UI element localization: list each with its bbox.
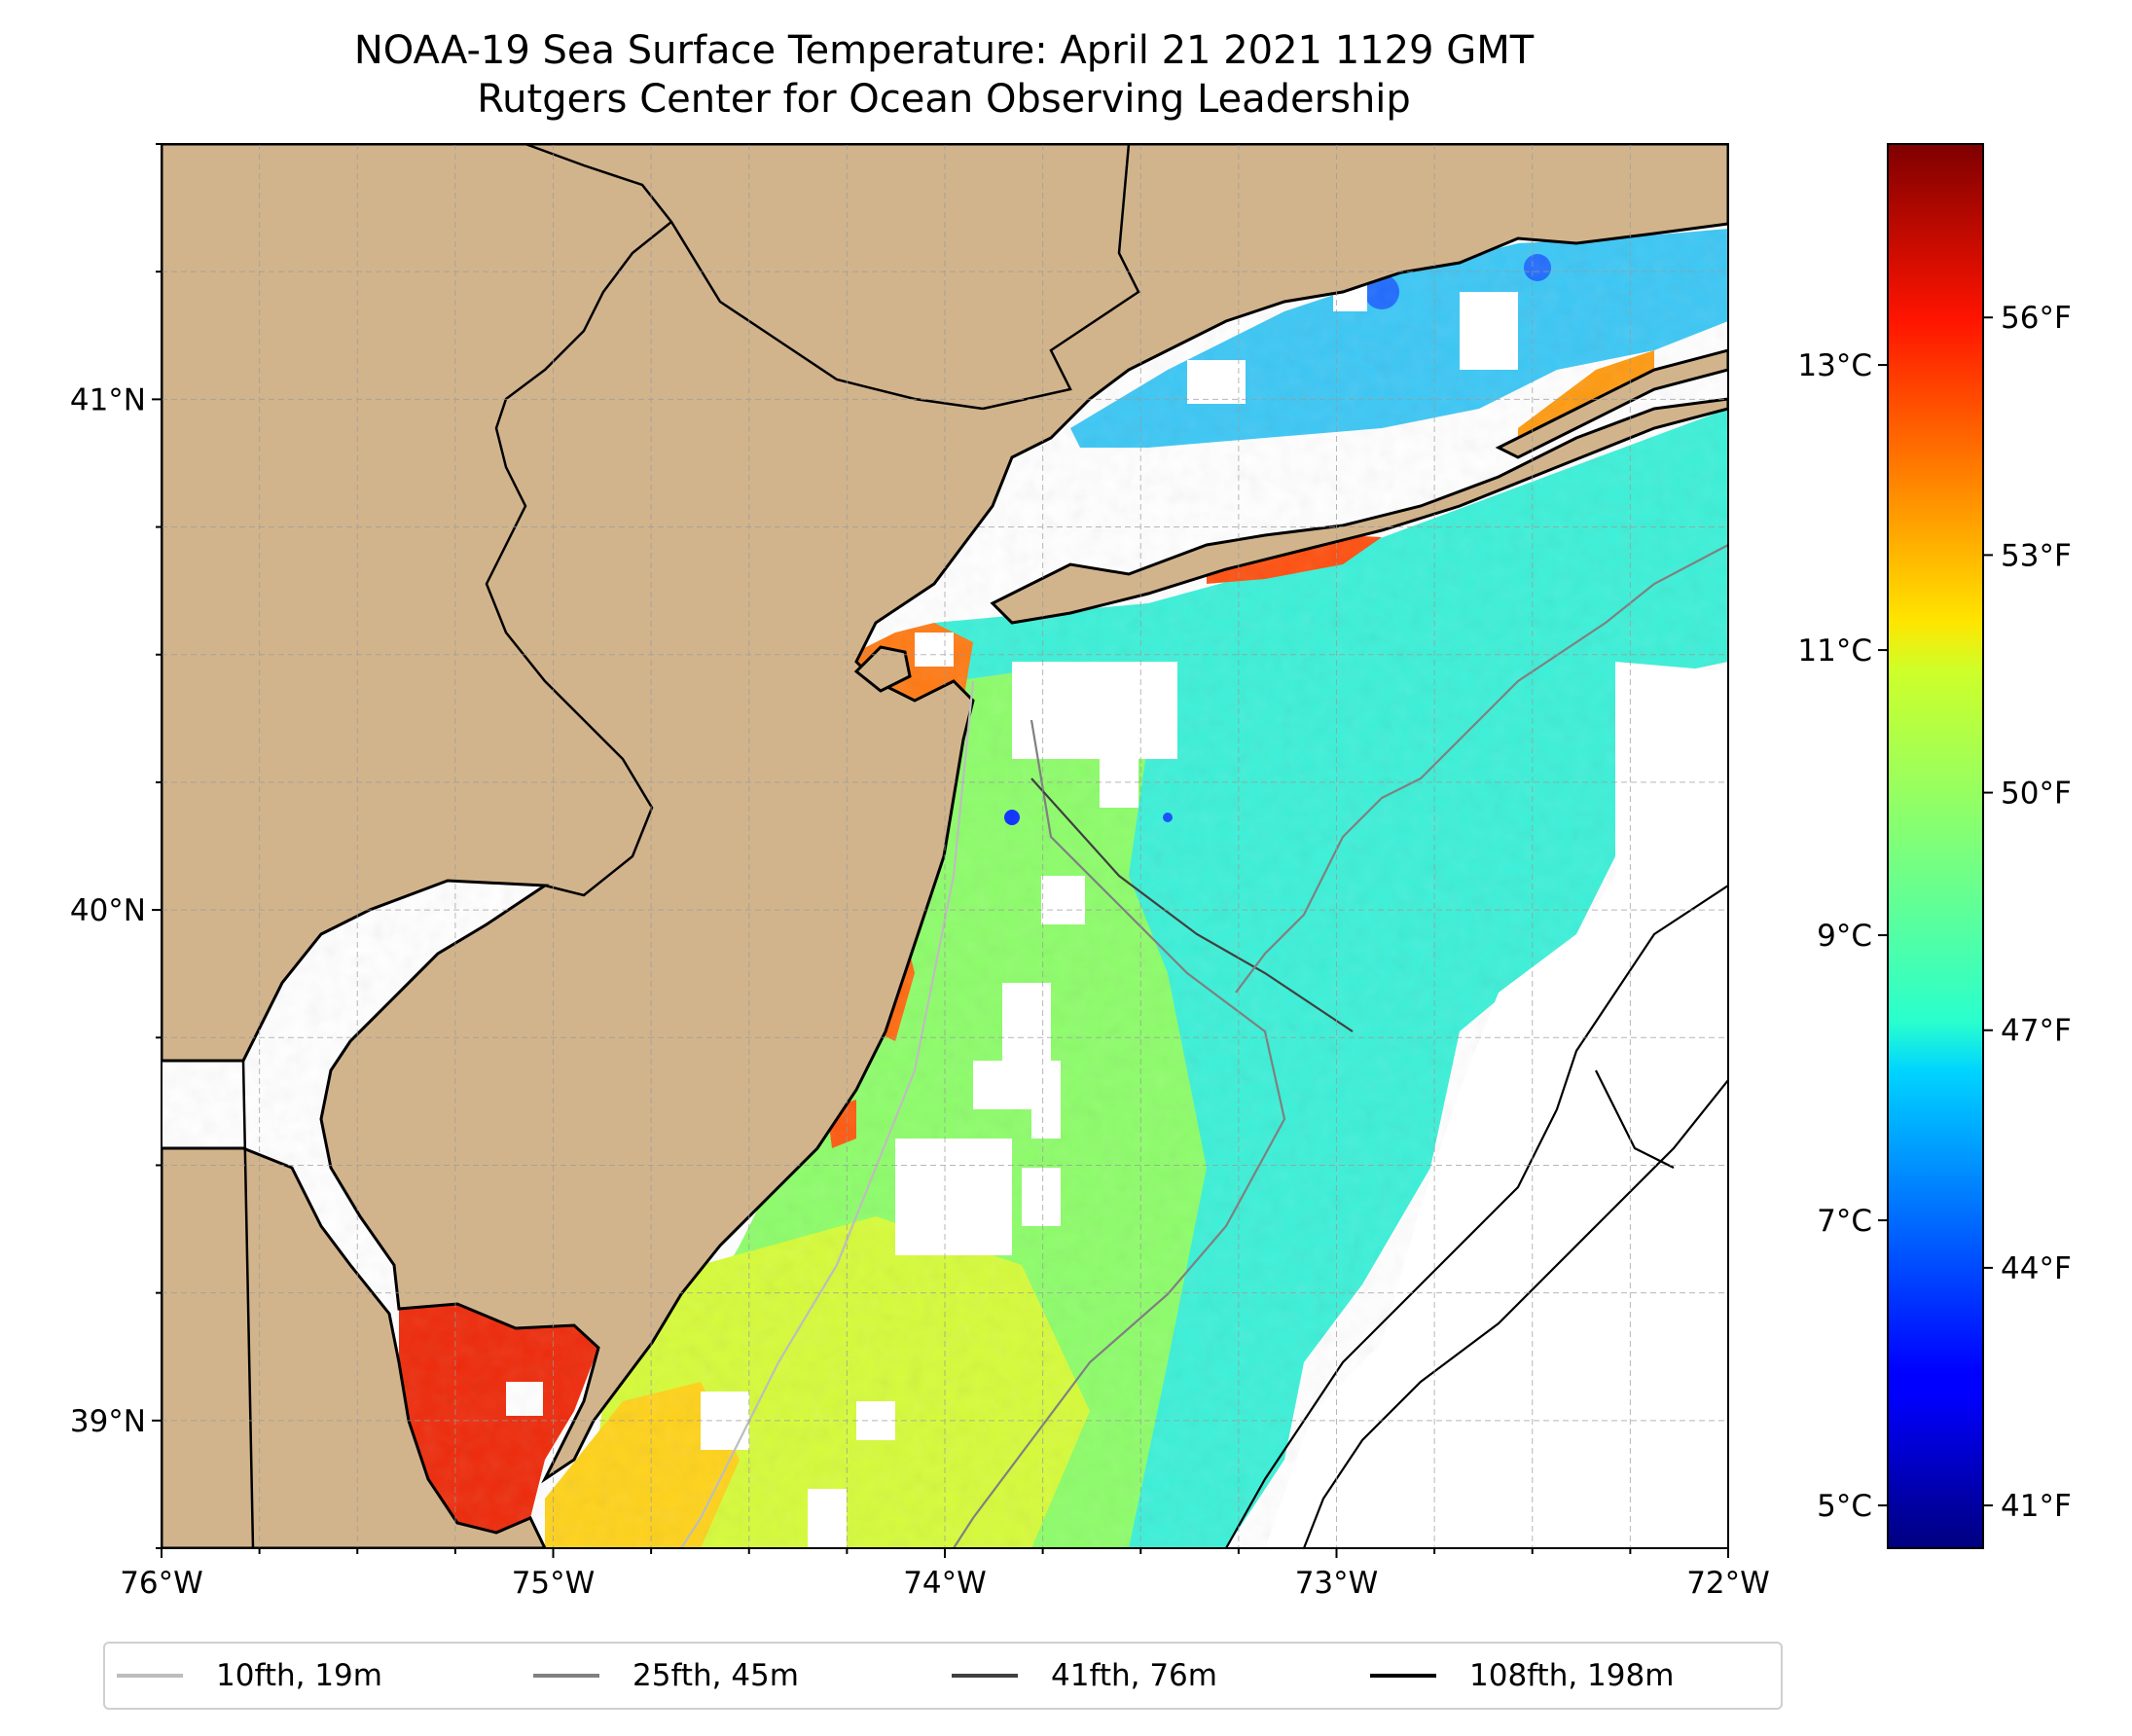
cbar-celsius-label: 13°C bbox=[1797, 348, 1872, 383]
lon-tick-label: 74°W bbox=[903, 1566, 987, 1601]
legend-swatch bbox=[533, 1674, 599, 1678]
lon-tick-label: 73°W bbox=[1295, 1566, 1379, 1601]
legend-label: 25fth, 45m bbox=[632, 1658, 799, 1693]
bathymetry-contours bbox=[680, 544, 1728, 1548]
contour-25fth-north bbox=[1235, 544, 1728, 994]
cbar-fahrenheit-label: 50°F bbox=[2001, 777, 2072, 812]
gridlines bbox=[162, 144, 1728, 1548]
cloud-gaps bbox=[701, 277, 1728, 1548]
lon-axis-labels: 76°W 75°W 74°W 73°W 72°W bbox=[120, 1566, 1770, 1601]
contour-108fth bbox=[1225, 885, 1728, 1548]
legend-entry-41fth: 41fth, 76m bbox=[952, 1644, 1217, 1708]
chart-title: NOAA-19 Sea Surface Temperature: April 2… bbox=[353, 28, 1535, 73]
lon-tick-label: 72°W bbox=[1686, 1566, 1770, 1601]
colorbar-celsius-ticks: 5°C 7°C 9°C 11°C 13°C bbox=[1797, 348, 1888, 1524]
cbar-fahrenheit-label: 53°F bbox=[2001, 538, 2072, 573]
lat-tick-label: 41°N bbox=[70, 382, 146, 417]
cbar-celsius-label: 7°C bbox=[1817, 1204, 1872, 1239]
lon-tick-label: 76°W bbox=[120, 1566, 203, 1601]
cbar-fahrenheit-label: 56°F bbox=[2001, 301, 2072, 336]
cbar-fahrenheit-label: 41°F bbox=[2001, 1489, 2072, 1524]
legend-label: 41fth, 76m bbox=[1051, 1658, 1217, 1693]
legend-label: 108fth, 198m bbox=[1469, 1658, 1675, 1693]
axis-ticks bbox=[152, 143, 1729, 1558]
contour-41fth bbox=[1030, 778, 1354, 1032]
contour-10fth bbox=[680, 680, 975, 1548]
legend-entry-108fth: 108fth, 198m bbox=[1370, 1644, 1674, 1708]
legend-label: 10fth, 19m bbox=[216, 1658, 382, 1693]
legend: 10fth, 19m 25fth, 45m 41fth, 76m 108fth,… bbox=[103, 1642, 1783, 1710]
cbar-celsius-label: 11°C bbox=[1797, 633, 1872, 669]
lat-axis-labels: 39°N 40°N 41°N bbox=[70, 382, 146, 1438]
legend-entry-10fth: 10fth, 19m bbox=[117, 1644, 382, 1708]
contour-108fth-c bbox=[1595, 1069, 1675, 1169]
contour-25fth bbox=[953, 719, 1286, 1548]
lon-tick-label: 75°W bbox=[512, 1566, 596, 1601]
lat-tick-label: 40°N bbox=[70, 893, 146, 928]
legend-entry-25fth: 25fth, 45m bbox=[533, 1644, 799, 1708]
state-borders bbox=[241, 144, 1140, 1548]
cbar-fahrenheit-label: 44°F bbox=[2001, 1251, 2072, 1286]
cbar-celsius-label: 9°C bbox=[1817, 919, 1872, 954]
colorbar-gradient bbox=[1888, 144, 1983, 1548]
legend-swatch bbox=[952, 1674, 1018, 1678]
colorbar-frame bbox=[1887, 143, 1984, 1549]
chart-subtitle: Rutgers Center for Ocean Observing Leade… bbox=[477, 77, 1411, 122]
lat-tick-label: 39°N bbox=[70, 1404, 146, 1439]
cbar-fahrenheit-label: 47°F bbox=[2001, 1014, 2072, 1049]
colorbar-fahrenheit-ticks: 41°F 44°F 47°F 50°F 53°F 56°F bbox=[1983, 301, 2072, 1524]
legend-swatch bbox=[1370, 1674, 1436, 1678]
cbar-celsius-label: 5°C bbox=[1817, 1489, 1872, 1524]
legend-swatch bbox=[117, 1674, 183, 1678]
map-area bbox=[162, 144, 1728, 1548]
